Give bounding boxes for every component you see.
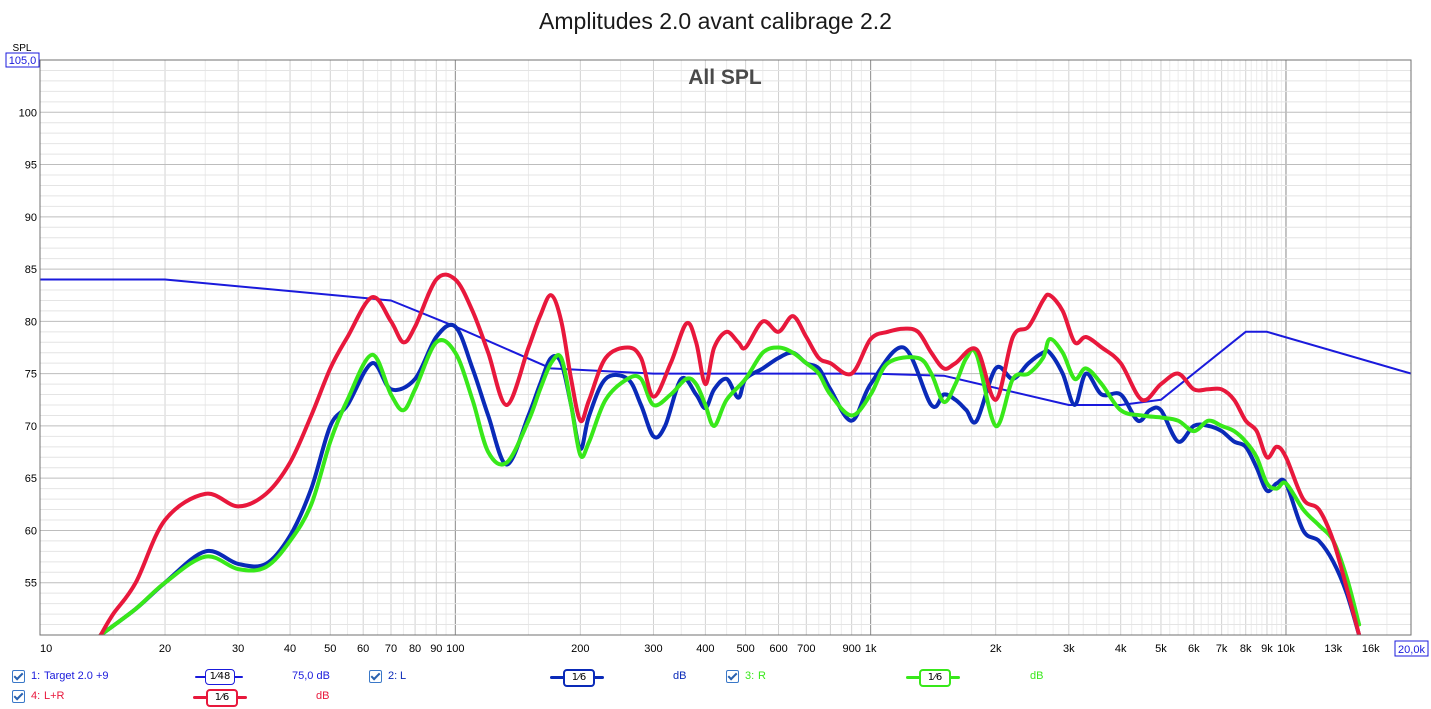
axes: 100 95 90 85 80 75 70 65 60 55 10 20 30 40 50 60 70 80 90 1… bbox=[19, 107, 1380, 655]
x-tick-label: 80 bbox=[409, 643, 421, 655]
y-tick-label: 70 bbox=[25, 421, 37, 433]
grid bbox=[39, 60, 1412, 635]
x-tick-label: 500 bbox=[736, 643, 754, 655]
x-tick-label: 90 bbox=[430, 643, 442, 655]
chart-title: Amplitudes 2.0 avant calibrage 2.2 bbox=[539, 8, 892, 34]
y-tick-label: 90 bbox=[25, 212, 37, 224]
legend-checkbox-r[interactable] bbox=[726, 670, 739, 683]
series-layer bbox=[40, 272, 1411, 635]
y-tick-label: 80 bbox=[25, 316, 37, 328]
legend-checkbox-lr[interactable] bbox=[12, 690, 25, 703]
legend-checkbox-target[interactable] bbox=[12, 670, 25, 683]
x-tick-label: 300 bbox=[644, 643, 662, 655]
plot-label: All SPL bbox=[688, 66, 762, 89]
x-tick-label: 9k bbox=[1261, 643, 1273, 655]
series-line-2 bbox=[98, 322, 1362, 635]
y-top-value: 105,0 bbox=[9, 55, 37, 67]
y-tick-label: 65 bbox=[25, 473, 37, 485]
legend-index-lr: 4: bbox=[31, 690, 41, 702]
legend-smoothing-r[interactable]: 1⁄6 bbox=[906, 669, 960, 687]
x-tick-label: 100 bbox=[446, 643, 464, 655]
legend-name-r: R bbox=[758, 670, 766, 682]
legend-smoothing-target[interactable]: 1⁄48 bbox=[195, 669, 243, 685]
x-tick-label: 4k bbox=[1115, 643, 1127, 655]
x-right-box[interactable] bbox=[1394, 640, 1429, 657]
legend-offset-r[interactable]: dB bbox=[1030, 670, 1044, 682]
x-tick-label: 13k bbox=[1324, 643, 1342, 655]
x-tick-label: 10k bbox=[1277, 643, 1295, 655]
x-tick-label: 20 bbox=[159, 643, 171, 655]
x-tick-label: 400 bbox=[696, 643, 714, 655]
legend-offset-target[interactable]: 75,0 dB bbox=[292, 670, 330, 682]
legend-index-l: 2: bbox=[388, 670, 398, 682]
legend-name-lr: L+R bbox=[44, 690, 65, 702]
x-tick-label: 200 bbox=[571, 643, 589, 655]
x-tick-label: 700 bbox=[797, 643, 815, 655]
legend-checkbox-l[interactable] bbox=[369, 670, 382, 683]
x-tick-label: 8k bbox=[1240, 643, 1252, 655]
x-tick-label: 5k bbox=[1155, 643, 1167, 655]
legend-smoothing-lr-label: 1⁄6 bbox=[206, 689, 238, 707]
legend-offset-lr[interactable]: dB bbox=[316, 690, 330, 702]
x-tick-label: 30 bbox=[232, 643, 244, 655]
y-tick-label: 100 bbox=[19, 107, 37, 119]
series-line-4 bbox=[98, 272, 1362, 635]
x-tick-label: 10 bbox=[40, 643, 52, 655]
y-tick-label: 85 bbox=[25, 264, 37, 276]
x-tick-label: 40 bbox=[284, 643, 296, 655]
legend-index-target: 1: bbox=[31, 670, 41, 682]
legend-name-l: L bbox=[400, 670, 407, 682]
legend-name-target: Target 2.0 +9 bbox=[44, 670, 109, 682]
legend-offset-l[interactable]: dB bbox=[673, 670, 687, 682]
y-tick-label: 75 bbox=[25, 369, 37, 381]
plot-frame bbox=[39, 59, 1412, 636]
series-line-1 bbox=[40, 278, 1411, 406]
x-tick-label: 1k bbox=[865, 643, 877, 655]
y-top-box[interactable] bbox=[5, 52, 40, 68]
x-tick-label: 2k bbox=[990, 643, 1002, 655]
x-tick-label: 900 bbox=[842, 643, 860, 655]
x-tick-label: 16k bbox=[1362, 643, 1380, 655]
y-tick-label: 55 bbox=[25, 578, 37, 590]
y-axis-label: SPL bbox=[13, 43, 32, 54]
legend-smoothing-l-label: 1⁄6 bbox=[563, 669, 595, 687]
x-tick-label: 50 bbox=[324, 643, 336, 655]
legend-smoothing-target-label: 1⁄48 bbox=[205, 669, 235, 685]
series-line-3 bbox=[98, 337, 1362, 635]
x-tick-label: 3k bbox=[1063, 643, 1075, 655]
y-tick-label: 60 bbox=[25, 525, 37, 537]
legend-smoothing-lr[interactable]: 1⁄6 bbox=[193, 689, 247, 707]
legend-smoothing-l[interactable]: 1⁄6 bbox=[550, 669, 604, 687]
x-tick-label: 60 bbox=[357, 643, 369, 655]
legend-smoothing-r-label: 1⁄6 bbox=[919, 669, 951, 687]
x-tick-label: 7k bbox=[1216, 643, 1228, 655]
x-tick-label: 70 bbox=[385, 643, 397, 655]
x-right-value: 20,0k bbox=[1398, 644, 1425, 656]
x-tick-label: 6k bbox=[1188, 643, 1200, 655]
y-tick-label: 95 bbox=[25, 160, 37, 172]
legend-index-r: 3: bbox=[745, 670, 755, 682]
x-tick-label: 600 bbox=[769, 643, 787, 655]
